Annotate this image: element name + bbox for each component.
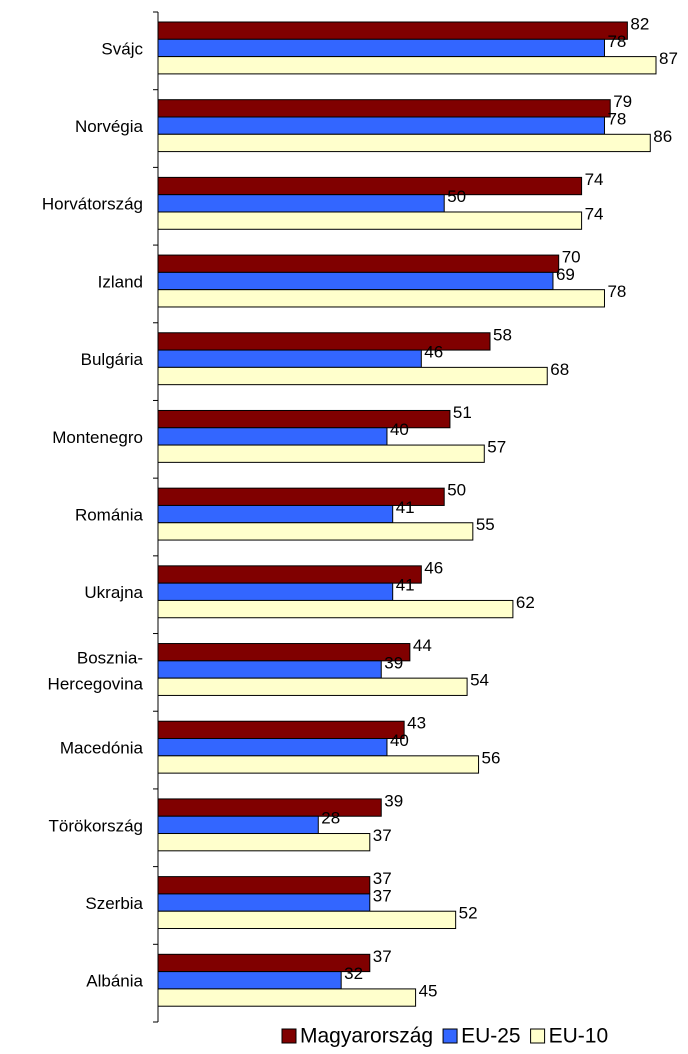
bar [157,582,394,601]
value-label: 51 [453,403,472,422]
bar [157,599,514,619]
legend-swatch [281,1028,297,1044]
y-tick-label: Bulgária [81,350,144,369]
y-tick-label: Albánia [86,972,143,991]
value-label: 43 [407,714,426,733]
bar [157,876,371,895]
bar [157,971,342,990]
bar [157,271,554,291]
bar [157,522,474,541]
value-label: 74 [585,170,604,189]
value-label: 86 [653,127,672,146]
bar [157,211,583,230]
bar [157,427,388,446]
value-label: 69 [556,265,575,284]
bar [157,755,480,774]
value-label: 79 [613,92,632,111]
y-tick-label: Izland [98,272,143,291]
bar [157,21,628,40]
y-tick-label: Románia [75,505,144,524]
bar [157,254,560,273]
value-label: 87 [659,49,678,68]
value-label: 41 [396,498,415,517]
bar [157,176,583,196]
bar [157,953,371,973]
value-label: 37 [373,826,392,845]
value-label: 37 [373,886,392,905]
bar [157,289,605,308]
bar [157,798,382,817]
value-label: 46 [424,558,443,577]
value-label: 40 [390,731,409,750]
bar [157,643,411,662]
bar [157,815,319,835]
bar [157,738,388,757]
bar [157,910,457,930]
bar [157,99,611,118]
value-label: 70 [562,248,581,267]
bar [157,720,405,740]
value-label: 39 [384,653,403,672]
bar [157,565,422,584]
bar [157,38,605,58]
bar [157,833,371,852]
value-label: 37 [373,869,392,888]
y-tick-label: Montenegro [52,428,143,447]
y-tick-label: Törökország [49,816,143,835]
legend-swatch [442,1028,458,1044]
y-tick-label: Norvégia [75,117,144,136]
y-tick-label: Ukrajna [84,583,143,602]
legend-label: EU-25 [461,1025,521,1048]
legend-label: EU-10 [549,1025,609,1048]
bar [157,366,548,386]
y-tick-label: Horvátország [42,195,143,214]
value-label: 56 [482,748,501,767]
bar [157,504,394,524]
value-label: 32 [344,964,363,983]
value-label: 41 [396,576,415,595]
value-label: 78 [607,282,626,301]
value-label: 74 [585,204,604,223]
bar [157,988,417,1007]
bar [157,56,657,75]
y-tick-label: Macedónia [60,739,144,758]
y-tick-label: Szerbia [85,894,143,913]
value-label: 45 [419,981,438,1000]
bar [157,660,382,679]
value-label: 57 [487,438,506,457]
bar [157,444,485,463]
value-label: 37 [373,947,392,966]
value-label: 78 [607,109,626,128]
bar [157,194,445,213]
value-label: 40 [390,420,409,439]
value-label: 52 [459,904,478,923]
bar [157,116,605,135]
value-label: 68 [550,360,569,379]
value-label: 39 [384,791,403,810]
bar [157,349,422,368]
value-label: 82 [630,14,649,33]
value-label: 50 [447,187,466,206]
y-tick-label: Bosznia-Hercegovina [48,649,144,694]
bar [157,133,651,153]
value-label: 46 [424,343,443,362]
value-label: 44 [413,636,432,655]
value-label: 50 [447,481,466,500]
bar [157,677,468,696]
value-label: 28 [321,809,340,828]
legend-label: Magyarország [300,1025,433,1048]
value-label: 62 [516,593,535,612]
value-label: 58 [493,325,512,344]
y-tick-label: Svájc [101,39,143,58]
legend-swatch [530,1028,546,1044]
value-label: 55 [476,515,495,534]
value-label: 54 [470,671,489,690]
bar [157,893,371,912]
value-label: 78 [607,32,626,51]
